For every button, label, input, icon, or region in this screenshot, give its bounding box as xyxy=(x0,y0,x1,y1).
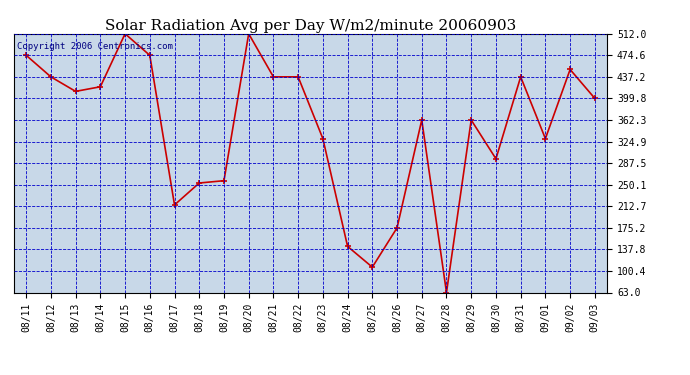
Text: Copyright 2006 Centronics.com: Copyright 2006 Centronics.com xyxy=(17,42,172,51)
Title: Solar Radiation Avg per Day W/m2/minute 20060903: Solar Radiation Avg per Day W/m2/minute … xyxy=(105,19,516,33)
